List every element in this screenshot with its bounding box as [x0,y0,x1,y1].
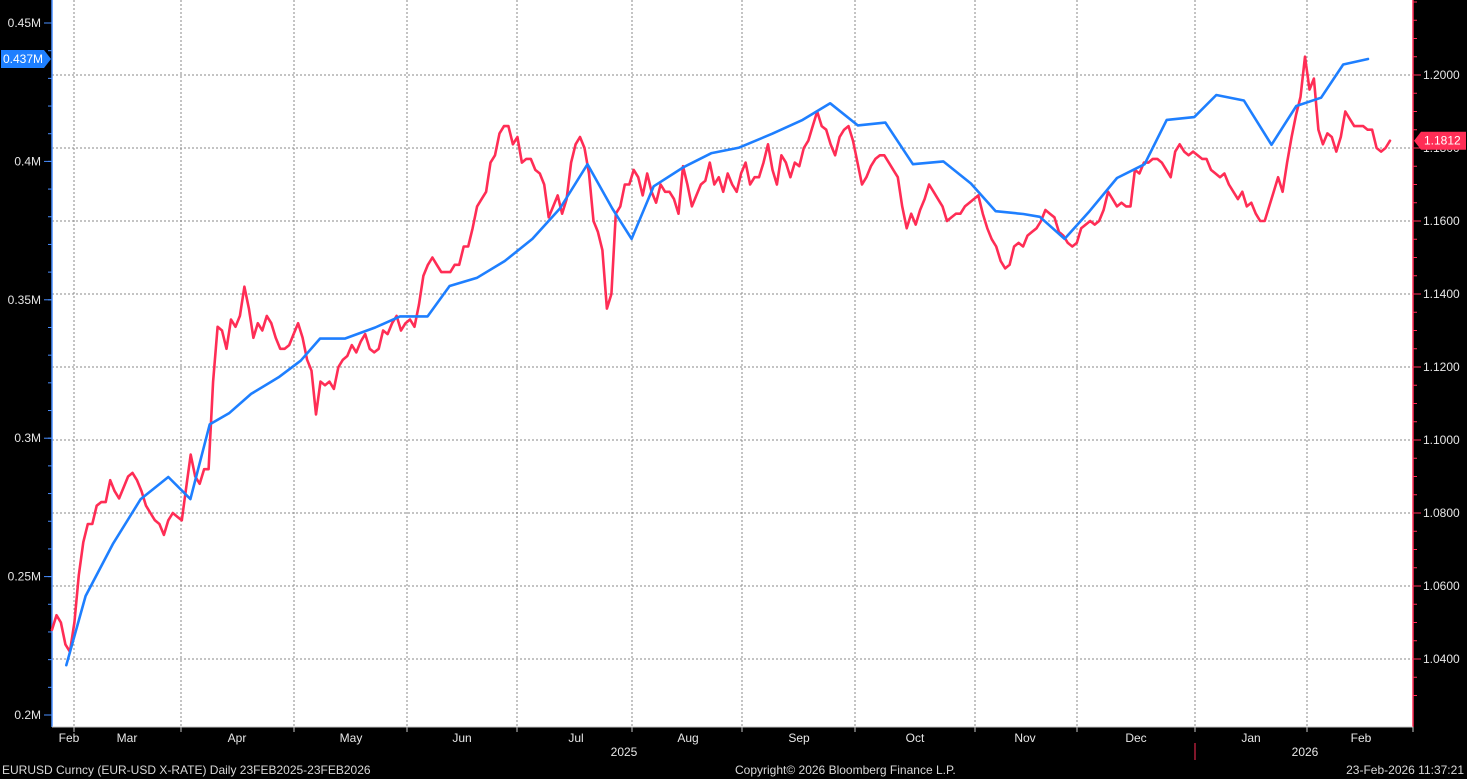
right-axis-tick-label: 1.1600 [1423,214,1460,228]
copyright-notice: Copyright© 2026 Bloomberg Finance L.P. [735,763,956,777]
x-axis-year-label: 2026 [1292,745,1319,759]
left-axis-tick-label: 0.25M [8,570,41,584]
right-axis-tick-label: 1.1400 [1423,287,1460,301]
right-axis-tick-label: 1.0400 [1423,652,1460,666]
right-last-value-label: 1.1812 [1424,134,1461,148]
x-axis-tick-label: Oct [906,731,925,745]
x-axis-tick-label: Nov [1014,731,1035,745]
series-line-eurusd [50,55,1392,653]
right-axis-tick-label: 1.1000 [1423,433,1460,447]
x-axis-tick-label: Jan [1241,731,1260,745]
x-axis-tick-label: Mar [117,731,138,745]
x-axis-tick-label: Dec [1125,731,1146,745]
security-description: EURUSD Curncy (EUR-USD X-RATE) Daily 23F… [2,763,371,777]
left-axis-tick-label: 0.3M [14,431,41,445]
series-line-left-axis [65,57,1370,667]
right-axis-tick-label: 1.2000 [1423,68,1460,82]
left-axis-tick-label: 0.2M [14,708,41,722]
footer-bar: EURUSD Curncy (EUR-USD X-RATE) Daily 23F… [0,761,1467,779]
right-last-value-badge [1414,131,1466,150]
x-axis-tick-label: Jun [452,731,471,745]
left-axis-tick-label: 0.45M [8,16,41,30]
x-axis-tick-label: Sep [788,731,810,745]
plot-background [52,0,1413,727]
x-axis-year-label: 2025 [611,745,638,759]
left-last-value-badge [1,49,51,68]
left-axis-tick-label: 0.35M [8,293,41,307]
left-axis-tick-label: 0.4M [14,154,41,168]
right-axis-tick-label: 1.0600 [1423,579,1460,593]
x-axis-tick-label: Feb [59,731,80,745]
right-axis-tick-label: 1.0800 [1423,506,1460,520]
x-axis-tick-label: Apr [228,731,247,745]
x-axis-tick-label: May [340,731,363,745]
x-axis-tick-label: Jul [568,731,583,745]
x-axis-tick-label: Feb [1351,731,1372,745]
right-axis-tick-label: 1.1200 [1423,360,1460,374]
left-last-value-label: 0.437M [3,52,43,66]
timestamp: 23-Feb-2026 11:37:21 [1346,763,1464,777]
x-axis-tick-label: Aug [677,731,698,745]
